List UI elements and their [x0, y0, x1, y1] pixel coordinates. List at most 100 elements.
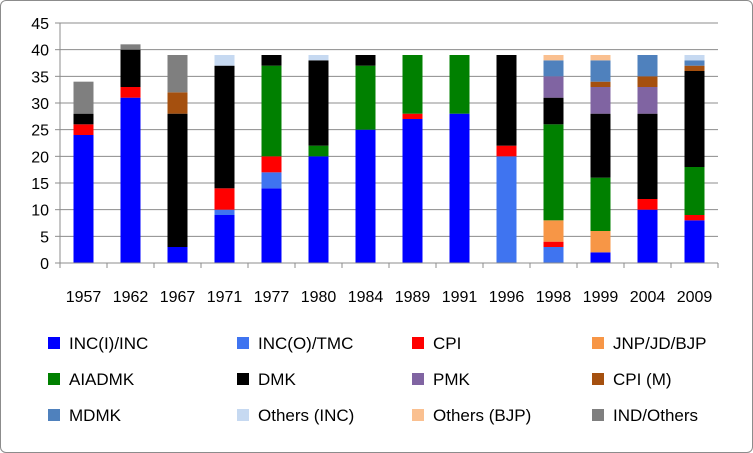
- bar-segment: [543, 241, 564, 247]
- legend-entry: AIADMK: [48, 370, 135, 389]
- x-tick-label: 1977: [254, 289, 290, 306]
- bar-segment: [449, 55, 470, 114]
- legend-label: INC(O)/TMC: [258, 334, 353, 353]
- bar-segment: [214, 188, 235, 210]
- bar-segment: [120, 44, 141, 50]
- legend-swatch: [592, 409, 604, 421]
- legend-label: JNP/JD/BJP: [613, 334, 707, 353]
- bar-segment: [543, 55, 564, 61]
- legend-swatch: [412, 373, 424, 385]
- bar-segment: [496, 55, 517, 146]
- bar-segment: [308, 60, 329, 146]
- bar-segment: [590, 113, 611, 178]
- y-tick-label: 20: [31, 149, 49, 166]
- bar-segment: [167, 92, 188, 114]
- bar-segment: [167, 113, 188, 248]
- x-tick-label: 1967: [160, 289, 196, 306]
- bar-segment: [355, 65, 376, 130]
- bar-segment: [637, 199, 658, 210]
- bar-segment: [214, 209, 235, 215]
- bar-segment: [496, 145, 517, 157]
- bar-segment: [73, 81, 94, 114]
- bar-segment: [167, 55, 188, 93]
- bar-segment: [590, 60, 611, 82]
- x-tick-label: 2004: [630, 289, 666, 306]
- bars: [73, 44, 705, 264]
- bar-segment: [637, 87, 658, 114]
- bar-segment: [308, 55, 329, 61]
- bar-segment: [308, 145, 329, 157]
- bar-segment: [167, 247, 188, 263]
- bar-segment: [449, 113, 470, 264]
- bar-segment: [590, 177, 611, 231]
- bar-segment: [543, 220, 564, 242]
- bar-segment: [590, 231, 611, 253]
- y-tick-label: 30: [31, 96, 49, 113]
- y-tick-label: 25: [31, 123, 49, 140]
- bar-segment: [214, 65, 235, 189]
- legend-swatch: [237, 409, 249, 421]
- bar-segment: [73, 135, 94, 263]
- x-tick-label: 1998: [536, 289, 572, 306]
- x-tick-label: 1980: [301, 289, 337, 306]
- legend-label: CPI (M): [613, 370, 672, 389]
- x-tick-label: 1984: [348, 289, 384, 306]
- bar-segment: [214, 215, 235, 263]
- x-tick-label: 2009: [677, 289, 713, 306]
- legend-swatch: [592, 337, 604, 349]
- legend-label: Others (INC): [258, 406, 354, 425]
- legend-swatch: [592, 373, 604, 385]
- y-tick-label: 40: [31, 43, 49, 60]
- gridlines: [60, 22, 718, 237]
- y-tick-label: 35: [31, 69, 49, 86]
- y-tick-label: 5: [40, 229, 49, 246]
- bar-segment: [684, 60, 705, 66]
- bar-segment: [261, 55, 282, 66]
- bar-segment: [261, 172, 282, 189]
- bar-segment: [590, 252, 611, 263]
- bar-segment: [684, 65, 705, 71]
- bar-segment: [402, 113, 423, 119]
- y-tick-label: 45: [31, 16, 49, 33]
- legend-label: MDMK: [69, 406, 122, 425]
- bar-segment: [402, 119, 423, 263]
- y-tick-label: 10: [31, 203, 49, 220]
- bar-segment: [543, 97, 564, 125]
- bar-segment: [684, 167, 705, 215]
- legend-swatch: [48, 337, 60, 349]
- bar-segment: [308, 156, 329, 263]
- legend-entry: CPI (M): [592, 370, 672, 389]
- legend-swatch: [48, 373, 60, 385]
- bar-segment: [261, 188, 282, 263]
- legend-entry: MDMK: [48, 406, 122, 425]
- axes: [55, 22, 719, 268]
- legend-entry: CPI: [412, 334, 461, 353]
- legend-label: DMK: [258, 370, 296, 389]
- bar-segment: [637, 209, 658, 263]
- bar-segment: [73, 113, 94, 125]
- bar-segment: [120, 87, 141, 98]
- x-tick-label: 1971: [207, 289, 243, 306]
- x-tick-label: 1962: [113, 289, 149, 306]
- bar-segment: [261, 65, 282, 157]
- x-tick-label: 1991: [442, 289, 478, 306]
- legend-entry: Others (INC): [237, 406, 354, 425]
- bar-segment: [120, 49, 141, 87]
- legend-label: Others (BJP): [433, 406, 531, 425]
- bar-segment: [543, 76, 564, 98]
- legend-entry: PMK: [412, 370, 471, 389]
- x-tick-label: 1957: [66, 289, 102, 306]
- legend-swatch: [237, 373, 249, 385]
- bar-segment: [590, 55, 611, 61]
- legend-swatch: [412, 337, 424, 349]
- bar-segment: [214, 55, 235, 66]
- x-tick-label: 1989: [395, 289, 431, 306]
- legend-entry: INC(I)/INC: [48, 334, 148, 353]
- bar-segment: [637, 76, 658, 87]
- bar-segment: [684, 220, 705, 263]
- legend-label: INC(I)/INC: [69, 334, 148, 353]
- legend-swatch: [412, 409, 424, 421]
- y-tick-labels: 0 5 10 15 20 25 30 35 40 45: [31, 16, 49, 273]
- bar-segment: [637, 55, 658, 77]
- legend-label: CPI: [433, 334, 461, 353]
